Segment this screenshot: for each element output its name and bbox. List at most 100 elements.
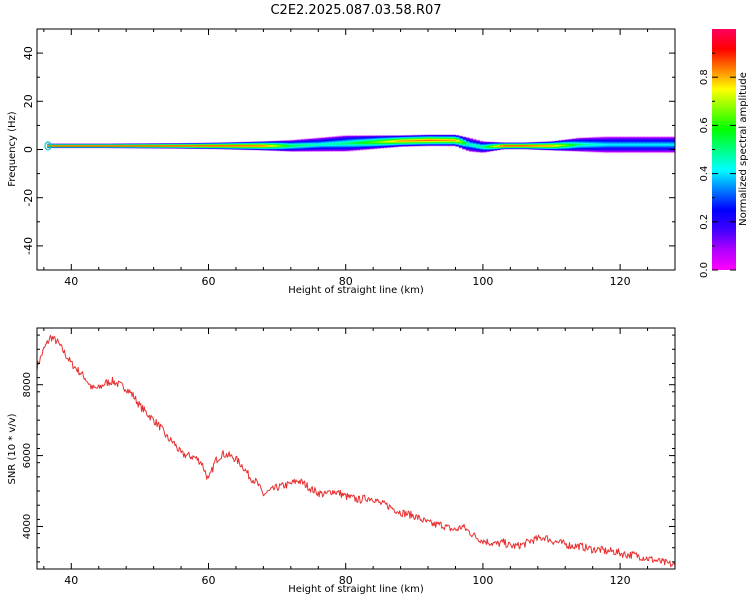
spectrogram-cell [109,145,113,147]
spectrogram-cell [383,141,388,143]
spectrogram-cell [520,145,525,147]
snr-plot-area [37,328,675,569]
spectrogram-cell [307,144,312,146]
spectrogram-cell [290,145,295,147]
spectrogram-cell [421,139,425,142]
spectrogram-cell [256,145,261,147]
spectrogram-cell [551,145,556,147]
spectrogram-cell [47,145,52,147]
spectrogram-cell [112,145,117,147]
colorbar: 0.0 0.2 0.4 0.6 0.8 Normalized spectral ampl… [699,29,749,278]
spectrogram-cell [242,145,247,147]
spectrogram-panel: 40 60 80 100 120 40 20 0 -20 -40 Height of strai… [7,28,676,296]
spectrogram-cell [88,145,93,147]
spectrogram-x-tick-label: 80 [339,275,353,288]
spectrogram-cell [548,145,552,147]
spectrogram-x-axis-label: Height of straight line (km) [288,285,424,296]
spectrogram-cell [122,145,127,147]
spectrogram-cell [630,143,635,146]
spectrogram-cell [133,145,137,147]
spectrogram-cell [280,145,285,147]
spectrogram-cell [530,145,535,147]
spectrogram-cell [452,139,456,142]
spectrogram-cell [91,145,96,147]
colorbar-tick-label: 0.8 [699,69,710,85]
snr-y-axis-label: SNR (10 * v/v) [7,413,18,484]
spectrogram-cell [366,141,371,144]
colorbar-tick-label: 0.0 [699,262,710,278]
spectrogram-cell [513,145,518,147]
spectrogram-cell [229,145,233,147]
spectrogram-cell [205,145,209,147]
spectrogram-cell [225,145,230,147]
spectrogram-cell [599,143,604,146]
spectrogram-cell [489,146,494,148]
spectrogram-cell [270,145,275,147]
spectrogram-y-tick-label: 40 [22,46,35,60]
spectrogram-cell [616,143,621,146]
spectrogram-cell [105,145,110,147]
spectrogram-cell [328,143,333,146]
spectrogram-cell [654,143,659,146]
spectrogram-cell [239,145,244,147]
spectrogram-cell [136,145,141,147]
spectrogram-y-tick-label: 0 [22,146,35,153]
spectrogram-y-tick-label: 20 [22,94,35,108]
figure-title: C2E2.2025.087.03.58.R07 [270,3,441,18]
spectrogram-cell [266,145,271,147]
spectrogram-cell [253,145,257,147]
spectrogram-cell [390,140,395,143]
spectrogram-cell [160,145,165,147]
spectrogram-cell [98,145,103,147]
spectrogram-cell [74,145,79,147]
spectrogram-cell [506,145,511,147]
spectrogram-cell [455,140,460,142]
spectrogram-cell [342,142,347,145]
spectrogram-cell [554,145,559,147]
spectrogram-cell [356,142,360,144]
spectrogram-cell [129,145,134,147]
spectrogram-cell [537,145,542,147]
spectrogram-cell [472,144,477,147]
spectrogram-cell [57,145,62,147]
spectrogram-cell [157,145,161,147]
spectrogram-cell [71,145,76,147]
spectrogram-cell [139,145,144,147]
spectrogram-cell [54,145,58,147]
spectrogram-cell [640,143,645,146]
spectrogram-cell [510,145,515,147]
spectrogram-cell [592,143,597,146]
snr-y-ticks: 8000 6000 4000 [22,334,675,563]
spectrogram-cell [215,145,220,147]
spectrogram-cell [143,145,148,147]
colorbar-gradient [712,29,736,270]
spectrogram-cell [558,144,563,147]
spectrogram-cell [417,139,422,142]
snr-x-axis-label: Height of straight line (km) [288,584,424,595]
spectrogram-cell [486,146,491,148]
spectrogram-x-tick-label: 120 [610,275,631,288]
spectrogram-cell [301,144,305,147]
spectrogram-cell [325,143,329,146]
spectrogram-cell [373,141,377,143]
spectrogram-cell [311,144,316,146]
spectrogram-cell [568,144,573,146]
snr-y-tick-label: 4000 [22,514,33,539]
spectrogram-cell [465,143,470,145]
snr-x-tick-label: 60 [202,574,216,587]
spectrogram-cell [469,144,474,146]
spectrogram-cell [606,143,611,146]
spectrogram-cell [414,139,419,142]
spectrogram-cell [428,139,432,142]
spectrogram-cell [585,143,590,146]
snr-x-ticks: 40 60 80 100 120 [43,328,676,587]
spectrogram-cell [647,143,652,146]
spectrogram-cell [517,145,522,147]
spectrogram-cell [500,145,504,147]
spectrogram-cell [222,145,227,147]
spectrogram-cell [146,145,151,147]
spectrogram-cell [589,143,594,146]
spectrogram-cell [321,143,326,146]
spectrogram-y-axis-label: Frequency (Hz) [7,111,18,187]
spectrogram-cell [400,140,405,142]
